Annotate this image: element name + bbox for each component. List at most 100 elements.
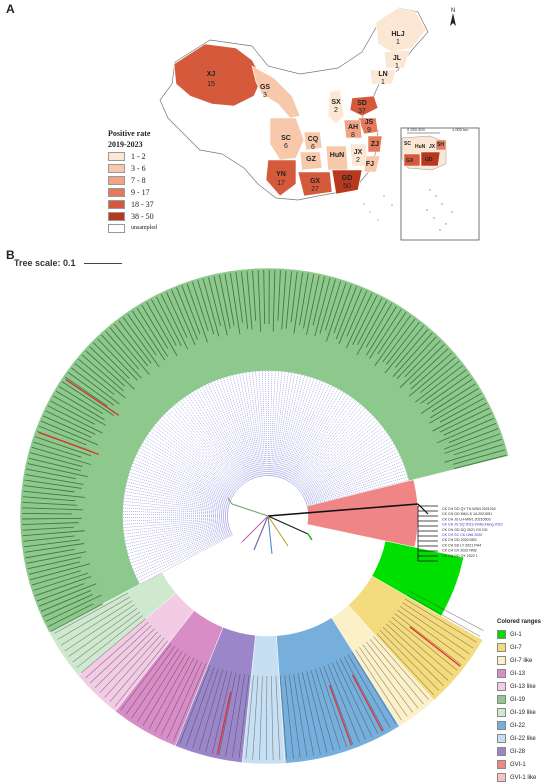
leaf-connector [295, 410, 367, 487]
leaf-connector [292, 400, 355, 484]
leaf-connector [140, 448, 233, 497]
leaf-connector [131, 529, 230, 563]
leaf-connector [283, 382, 323, 479]
leaf-connector [133, 531, 231, 569]
clade-label: GI-13 [510, 671, 525, 677]
clade-label: GI-1 [510, 632, 522, 638]
clade-label: GVI-1 [510, 762, 526, 768]
leaf-connector [269, 371, 272, 476]
leaf-connector [167, 412, 240, 488]
clade-swatch [497, 643, 506, 652]
tree-branch [418, 504, 428, 514]
clade-wedge [307, 480, 418, 547]
clade-label: GI-7 like [510, 658, 532, 664]
leaf-connector [230, 376, 258, 477]
leaf-connector [275, 374, 294, 477]
leaf-connector [175, 405, 242, 485]
gvi-leaf-label: CK CH SD LY 2021 PH4 [442, 543, 481, 547]
clade-label: GI-7 [510, 645, 522, 651]
leaf-connector [165, 414, 240, 488]
leaf-connector [125, 523, 228, 541]
leaf-connector [278, 376, 304, 478]
leaf-connector [129, 476, 230, 505]
clade-legend-row: GI-1 [497, 628, 549, 641]
clade-label: GI-22 like [510, 736, 536, 742]
clade-swatch [497, 747, 506, 756]
leaf-connector [123, 511, 228, 514]
clade-legend-row: GI-22 like [497, 732, 549, 745]
leaf-connector [297, 415, 372, 488]
leaf-connector [126, 485, 229, 507]
clade-swatch [497, 708, 506, 717]
leaf-connector [126, 524, 229, 544]
leaf-connector [246, 373, 262, 477]
leaf-connector [126, 488, 229, 508]
leaf-connector [268, 371, 269, 476]
clade-swatch [497, 721, 506, 730]
leaf-connector [123, 516, 228, 517]
gvi-leaf-label: CK CH JS SQ 2019-ZhiDuXiang 2023 [442, 523, 503, 527]
leaf-connector [152, 429, 236, 492]
clade-legend: Colored ranges GI-1 GI-7 GI-7 like GI-13… [497, 619, 549, 784]
leaf-connector [134, 460, 231, 501]
leaf-connector [220, 379, 255, 478]
gvi-leaf-label: CK CH GD QY TK-WSN 2021032 [442, 507, 496, 511]
clade-legend-row: GI-19 [497, 693, 549, 706]
leaf-connector [132, 466, 231, 502]
leaf-connector [249, 372, 263, 476]
clade-legend-row: GI-13 [497, 667, 549, 680]
clade-label: GVI-1 like [510, 775, 536, 781]
leaf-connector [188, 395, 246, 483]
leaf-connector [282, 380, 318, 479]
clade-swatch [497, 695, 506, 704]
tree-branch [308, 534, 312, 540]
leaf-connector [123, 514, 228, 515]
leaf-connector [134, 532, 231, 573]
clade-swatch [497, 773, 506, 782]
clade-legend-row: GI-7 [497, 641, 549, 654]
leaf-connector [296, 413, 370, 488]
clade-swatch [497, 669, 506, 678]
clade-legend-row: GVI-1 [497, 758, 549, 771]
leaf-connector [130, 528, 230, 560]
gvi-leaf-label: CK CH GD MM LS 1A 2021051 [442, 512, 492, 516]
leaf-connector [293, 402, 358, 485]
leaf-connector [239, 374, 260, 477]
leaf-connector [288, 391, 341, 482]
leaf-connector [259, 371, 266, 476]
leaf-connector [202, 387, 250, 481]
leaf-connector [136, 457, 232, 500]
clade-swatch [497, 734, 506, 743]
leaf-connector [243, 373, 261, 476]
gvi-leaf-label: CK CH SC CK LW8 2020 [442, 533, 482, 537]
leaf-connector [137, 454, 232, 499]
clade-legend-row: GI-28 [497, 745, 549, 758]
leaf-connector [124, 498, 228, 511]
leaf-connector [287, 388, 336, 481]
gvi-leaf-label: CK CH GD QY 2022 1 [442, 554, 478, 558]
leaf-connector [180, 401, 244, 484]
leaf-connector [124, 521, 228, 534]
leaf-connector [136, 532, 232, 575]
clade-swatch [497, 630, 506, 639]
leaf-connector [272, 372, 282, 477]
leaf-connector [130, 472, 230, 504]
leaf-connector [125, 522, 229, 538]
leaf-connector [287, 389, 338, 481]
leaf-connector [196, 390, 248, 481]
clade-label: GI-19 like [510, 710, 536, 716]
gvi-leaf-label: CK CH GX 2022 NN3 [442, 549, 477, 553]
leaf-connector [208, 384, 251, 480]
leaf-connector [290, 396, 349, 483]
clade-swatch [497, 760, 506, 769]
clade-legend-title: Colored ranges [497, 619, 549, 625]
leaf-connector [280, 377, 311, 477]
leaf-connector [299, 422, 379, 490]
leaf-connector [170, 409, 241, 486]
clade-label: GI-13 like [510, 684, 536, 690]
gvi-leaf-label: CK CH JS LH-MW1 20210503 [442, 517, 491, 521]
leaf-connector [199, 388, 249, 480]
leaf-connector [143, 442, 233, 495]
clade-legend-row: GVI-1 like [497, 771, 549, 784]
